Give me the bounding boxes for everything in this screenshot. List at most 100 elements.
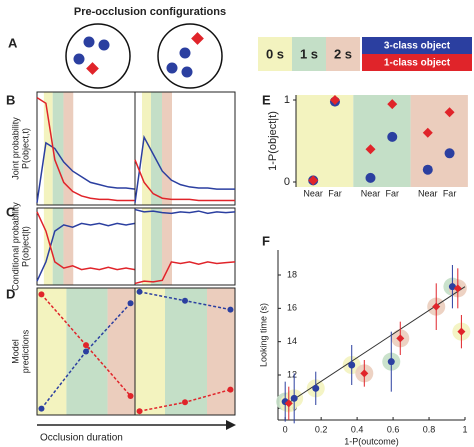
x-tick-label: Far <box>443 188 457 198</box>
time-shade <box>162 92 172 205</box>
x-axis-label: 1-P(outcome) <box>344 436 399 446</box>
fit-line <box>284 286 466 406</box>
y-tick-label: 0 <box>284 176 290 188</box>
time-swatch <box>326 37 360 71</box>
time-shade <box>410 95 468 187</box>
x-tick-label: Near <box>418 188 438 198</box>
y-axis-label: Joint probability <box>10 117 20 180</box>
object-swatch <box>362 54 472 71</box>
object-swatch <box>362 37 472 54</box>
y-tick-label: 18 <box>287 269 297 279</box>
x-tick-label: Far <box>328 188 342 198</box>
x-tick-label: Near <box>361 188 381 198</box>
series-line <box>36 222 136 282</box>
series-line <box>36 211 136 271</box>
time-label: 1 s <box>300 46 318 61</box>
point <box>83 342 89 349</box>
panel-frame <box>134 207 236 286</box>
time-shade <box>151 208 162 285</box>
time-shade <box>142 92 151 205</box>
point <box>127 392 134 399</box>
point <box>182 399 188 406</box>
series-line <box>36 97 135 202</box>
time-shade <box>353 95 411 187</box>
y-tick-label: 16 <box>287 303 297 313</box>
x-arrow-label: Occlusion duration <box>40 433 123 444</box>
x-tick-label: 1 <box>462 424 467 434</box>
point <box>422 164 433 175</box>
y-axis-label: Model <box>10 339 20 364</box>
panel-label: B <box>6 92 15 107</box>
x-tick-label: 0.6 <box>387 424 400 434</box>
point <box>312 384 320 392</box>
time-shade <box>52 208 64 285</box>
panel-label: E <box>262 92 271 107</box>
x-tick-label: 0.8 <box>423 424 436 434</box>
y-axis-label: 1-P(object|t) <box>267 111 279 171</box>
point <box>444 107 455 118</box>
configuration-icons <box>65 23 223 89</box>
x-tick-label: Near <box>303 188 323 198</box>
time-shade <box>52 92 64 205</box>
point <box>136 408 143 415</box>
arrow-head <box>226 420 236 430</box>
time-shade <box>37 288 67 415</box>
time-shade <box>296 95 354 187</box>
point <box>83 348 89 355</box>
time-shade <box>162 208 172 285</box>
point <box>284 399 293 408</box>
point <box>348 361 356 369</box>
point <box>387 358 395 366</box>
point <box>387 99 398 110</box>
time-shade <box>165 288 207 415</box>
panel-label: D <box>6 286 15 301</box>
point <box>308 175 319 186</box>
panel-frame <box>134 287 236 416</box>
time-shade <box>63 208 74 285</box>
point <box>396 334 405 343</box>
x-tick-label: 0.2 <box>315 424 328 434</box>
point <box>422 127 433 138</box>
y-tick-label: 1 <box>284 94 290 106</box>
y-tick-label: 12 <box>287 369 297 379</box>
panel-frame <box>134 91 236 206</box>
point <box>444 148 455 159</box>
time-shade <box>142 208 151 285</box>
y-axis-label: P(object|t) <box>20 226 30 267</box>
point <box>329 95 340 105</box>
time-label: 2 s <box>334 46 352 61</box>
y-axis-label: P(object,t) <box>20 128 30 169</box>
object-label: 1-class object <box>384 58 451 69</box>
time-swatch <box>292 37 326 71</box>
x-tick-label: 0 <box>283 424 288 434</box>
point <box>38 291 45 298</box>
series-line <box>134 208 236 215</box>
point <box>182 297 188 304</box>
time-label: 0 s <box>266 46 284 61</box>
y-axis-label: predictions <box>20 329 30 373</box>
x-tick-label: 0.4 <box>351 424 364 434</box>
x-tick-label: Far <box>386 188 400 198</box>
point <box>127 300 134 307</box>
point <box>457 327 466 336</box>
time-shade <box>43 92 53 205</box>
point <box>365 172 376 183</box>
series-line <box>134 261 236 285</box>
point <box>290 394 298 402</box>
series-line <box>134 159 235 202</box>
point <box>227 386 234 393</box>
point <box>432 302 441 311</box>
title: Pre-occlusion configurations <box>74 6 226 18</box>
point <box>387 131 398 142</box>
point <box>360 369 369 378</box>
time-shade <box>43 208 53 285</box>
object-label: 3-class object <box>384 41 451 52</box>
point <box>453 284 462 293</box>
y-tick-label: 14 <box>287 336 297 346</box>
y-axis-label: Looking time (s) <box>258 303 268 367</box>
panel-label: C <box>6 204 16 219</box>
point <box>365 144 376 155</box>
point <box>227 306 234 313</box>
point <box>38 405 45 412</box>
